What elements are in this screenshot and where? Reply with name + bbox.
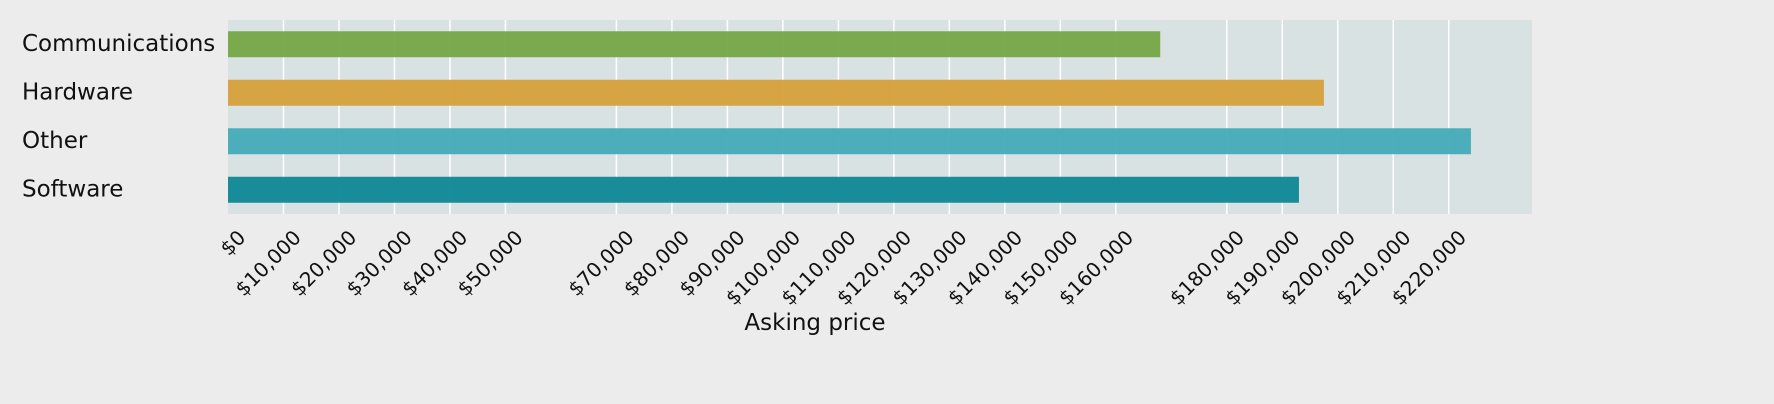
y-tick-label: Communications (22, 31, 215, 57)
y-tick-label: Hardware (22, 79, 133, 105)
bar (228, 177, 1299, 203)
bar (228, 128, 1471, 154)
bar (228, 31, 1160, 57)
page: Asking price $0$10,000$20,000$30,000$40,… (0, 0, 1774, 404)
y-tick-label: Software (22, 176, 123, 202)
bar (228, 80, 1324, 106)
chart: Asking price $0$10,000$20,000$30,000$40,… (0, 0, 1774, 404)
x-axis-label: Asking price (744, 310, 885, 336)
y-tick-label: Other (22, 128, 88, 154)
